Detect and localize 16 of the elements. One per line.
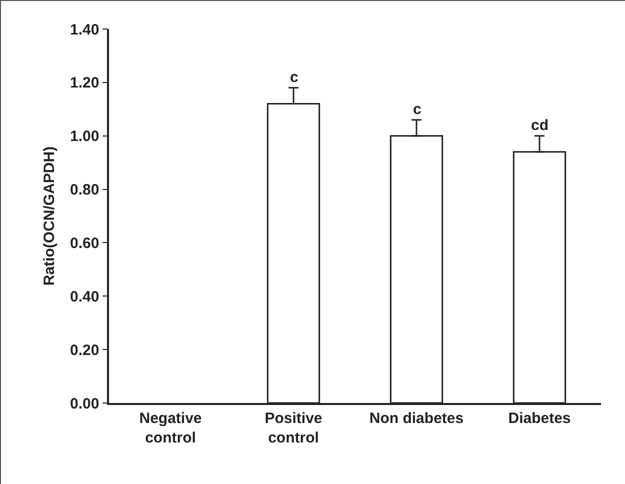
x-tick-label: Diabetes (508, 410, 571, 427)
y-tick-label: 0.20 (70, 342, 100, 359)
annotation: cd (531, 117, 549, 134)
annotation: c (290, 69, 298, 86)
annotation: c (413, 101, 422, 118)
x-tick-label: Non diabetes (369, 410, 464, 427)
y-tick-label: 0.00 (70, 395, 100, 412)
y-tick-label: 1.00 (70, 128, 100, 146)
y-tick-label: 1.20 (70, 74, 100, 92)
x-tick-label: Positive control (264, 410, 322, 446)
y-axis-title: Ratio(OCN/GAPDH) (40, 146, 58, 286)
y-tick-label: 1.40 (70, 21, 100, 38)
y-tick-label: 0.60 (70, 234, 100, 252)
y-tick-label: 0.40 (70, 288, 100, 306)
x-tick-label: Negative control (139, 410, 202, 446)
y-tick-label: 0.80 (70, 182, 100, 199)
